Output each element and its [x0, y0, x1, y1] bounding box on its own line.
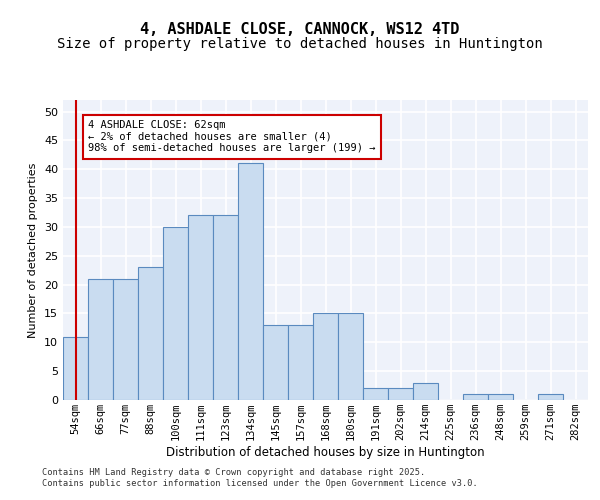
Bar [188, 216, 213, 400]
Bar [388, 388, 413, 400]
Bar [413, 382, 438, 400]
Bar [113, 279, 138, 400]
Bar [88, 279, 113, 400]
Bar [488, 394, 513, 400]
Y-axis label: Number of detached properties: Number of detached properties [28, 162, 38, 338]
Bar [463, 394, 488, 400]
Bar [538, 394, 563, 400]
Bar [63, 336, 88, 400]
Text: Contains HM Land Registry data © Crown copyright and database right 2025.
Contai: Contains HM Land Registry data © Crown c… [42, 468, 478, 487]
Text: 4, ASHDALE CLOSE, CANNOCK, WS12 4TD: 4, ASHDALE CLOSE, CANNOCK, WS12 4TD [140, 22, 460, 38]
Bar [163, 227, 188, 400]
Bar [363, 388, 388, 400]
Bar [338, 314, 363, 400]
Bar [313, 314, 338, 400]
Bar [288, 325, 313, 400]
Bar [263, 325, 288, 400]
Bar [213, 216, 238, 400]
Bar [238, 164, 263, 400]
Bar [138, 268, 163, 400]
Text: 4 ASHDALE CLOSE: 62sqm
← 2% of detached houses are smaller (4)
98% of semi-detac: 4 ASHDALE CLOSE: 62sqm ← 2% of detached … [88, 120, 376, 154]
X-axis label: Distribution of detached houses by size in Huntington: Distribution of detached houses by size … [166, 446, 485, 459]
Text: Size of property relative to detached houses in Huntington: Size of property relative to detached ho… [57, 37, 543, 51]
